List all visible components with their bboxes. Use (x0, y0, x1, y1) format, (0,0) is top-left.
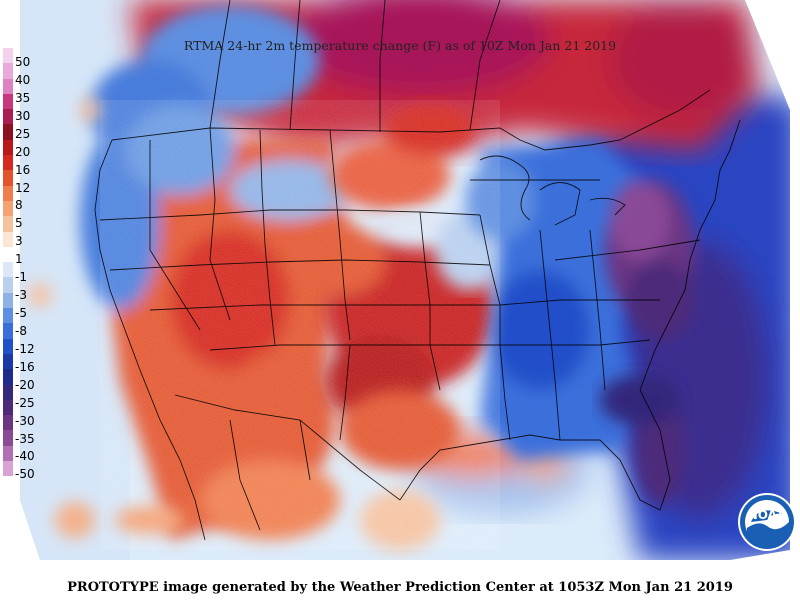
legend-label: 3 (15, 234, 23, 249)
legend-swatch (3, 124, 13, 140)
legend-swatch (3, 63, 13, 79)
temperature-change-map (20, 0, 790, 560)
legend-swatch (3, 78, 13, 94)
legend-swatch (3, 430, 13, 446)
legend-label: 5 (15, 216, 23, 231)
legend-label: 50 (15, 55, 31, 69)
legend-label: -12 (15, 341, 35, 356)
legend-label: 20 (15, 144, 31, 159)
legend-label: -25 (15, 395, 35, 410)
legend-label: 1 (15, 252, 23, 267)
legend-label: -1 (15, 270, 27, 285)
legend-swatch (3, 461, 13, 477)
legend-swatch (3, 292, 13, 309)
legend-swatch (3, 139, 13, 156)
legend-swatch (3, 399, 13, 416)
footer-credit: PROTOTYPE image generated by the Weather… (67, 580, 733, 595)
boundary-lines (94, 0, 741, 541)
legend-label: -20 (15, 377, 35, 392)
legend-swatch (3, 308, 13, 324)
legend-swatch (3, 216, 13, 232)
legend-label: 12 (15, 180, 31, 195)
color-legend: 50 40 35 30 25 20 16 12 8 5 3 1 -1 -3 -5 -8 -12 -16 -20 -25… (3, 48, 35, 480)
legend-label: -5 (15, 306, 27, 321)
legend-swatch (3, 277, 13, 293)
legend-label: 16 (15, 162, 31, 177)
legend-label: -30 (15, 413, 35, 428)
legend-label: -35 (15, 431, 35, 446)
legend-label: 8 (15, 198, 23, 213)
legend-swatch (3, 369, 13, 385)
legend-swatch (3, 338, 13, 354)
legend-label: -16 (15, 359, 35, 374)
legend-label: -50 (15, 467, 35, 482)
legend-label: -8 (15, 323, 27, 338)
legend-label: 40 (15, 72, 31, 87)
legend-swatch (3, 323, 13, 339)
noaa-logo: NOAA (738, 493, 796, 551)
legend-label: 30 (15, 108, 31, 123)
legend-swatch (3, 185, 13, 201)
legend-swatch (3, 246, 13, 263)
legend-label: -40 (15, 449, 35, 464)
legend-swatch (3, 200, 13, 217)
legend-swatch (3, 93, 13, 110)
legend-label: -3 (15, 288, 27, 303)
legend-swatch (3, 48, 13, 64)
legend-label: 35 (15, 90, 31, 105)
map-title: RTMA 24-hr 2m temperature change (F) as … (183, 38, 617, 53)
legend-swatch (3, 415, 13, 431)
legend-swatch (3, 445, 13, 462)
legend-swatch (3, 170, 13, 186)
legend-swatch (3, 109, 13, 125)
legend-swatch (3, 384, 13, 400)
legend-swatch (3, 262, 13, 278)
legend-label: 25 (15, 126, 31, 141)
legend-swatch (3, 155, 13, 171)
legend-swatch (3, 353, 13, 370)
noaa-logo-text: NOAA (748, 508, 787, 522)
legend-swatch (3, 231, 13, 247)
